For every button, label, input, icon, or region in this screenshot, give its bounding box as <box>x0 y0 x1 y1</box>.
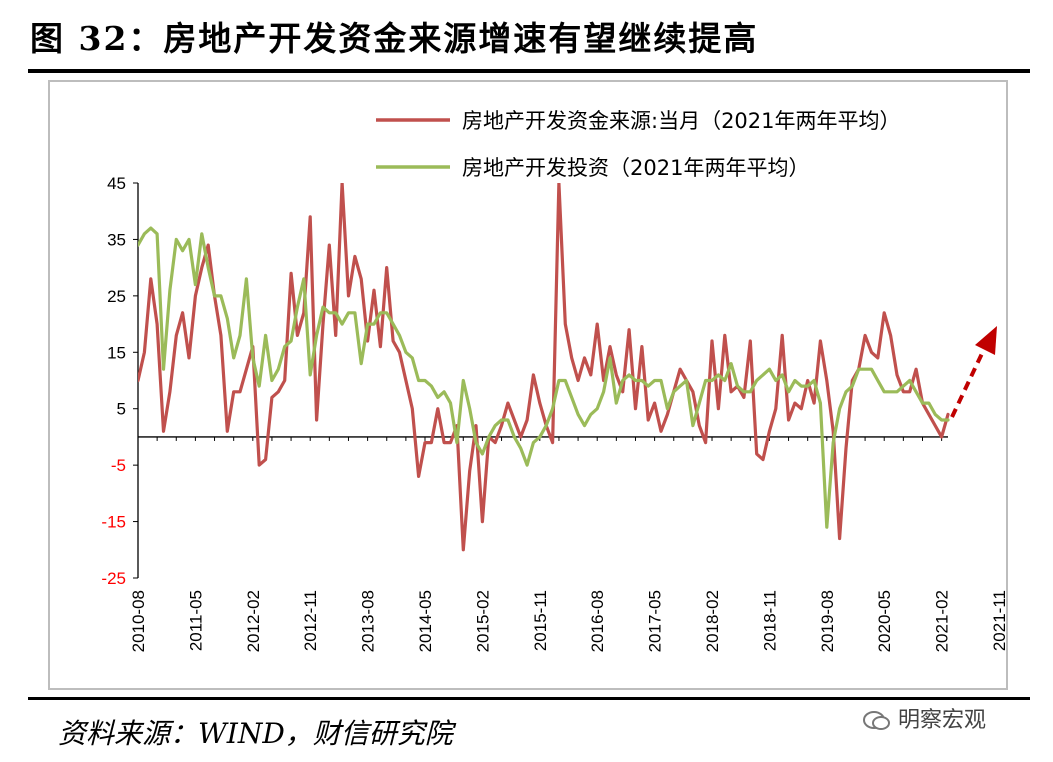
x-tick-label: 2013-08 <box>359 590 378 652</box>
watermark-text: 明察宏观 <box>898 708 987 733</box>
series-line-1 <box>138 183 950 552</box>
x-tick-label: 2014-05 <box>416 590 435 652</box>
source-note: 资料来源：WIND，财信研究院 <box>58 717 453 750</box>
x-tick-label: 2018-11 <box>760 590 779 651</box>
x-tick-label: 2012-11 <box>301 590 320 651</box>
y-tick-label: 5 <box>117 400 126 419</box>
legend: 房地产开发资金来源:当月（2021年两年平均） 房地产开发投资（2021年两年平均… <box>376 109 901 180</box>
y-tick-label: 15 <box>107 343 126 362</box>
y-tick-label: -15 <box>101 513 126 532</box>
series-lines <box>138 183 950 552</box>
x-tick-label: 2021-02 <box>933 590 952 652</box>
series-line-2 <box>138 226 950 529</box>
y-tick-label: -25 <box>101 569 126 588</box>
x-tick-label: 2021-11 <box>990 590 1009 651</box>
y-tick-label: -5 <box>111 456 126 475</box>
wechat-icon <box>863 711 890 730</box>
x-tick-label: 2017-05 <box>646 590 665 652</box>
legend-label-2: 房地产开发投资（2021年两年平均） <box>462 156 809 180</box>
x-tick-label: 2015-02 <box>473 590 492 652</box>
x-tick-label: 2015-11 <box>531 590 550 651</box>
y-tick-label: 45 <box>107 174 126 193</box>
chart-frame <box>48 80 1008 690</box>
x-tick-label: 2012-02 <box>244 590 263 652</box>
bottom-rule <box>28 697 1030 700</box>
x-tick-label: 2020-05 <box>875 590 894 652</box>
x-tick-label: 2010-08 <box>129 590 148 652</box>
top-rule <box>28 69 1030 73</box>
x-tick-label: 2011-05 <box>186 590 205 651</box>
trend-arrow-icon <box>950 326 997 418</box>
x-tick-label: 2018-02 <box>703 590 722 652</box>
y-tick-label: 35 <box>107 230 126 249</box>
x-tick-label: 2019-08 <box>818 590 837 652</box>
watermark: 明察宏观 <box>862 702 986 734</box>
figure-title: 图 32：房地产开发资金来源增速有望继续提高 <box>30 19 759 58</box>
y-tick-label: 25 <box>107 287 126 306</box>
x-tick-label: 2016-08 <box>588 590 607 652</box>
legend-label-1: 房地产开发资金来源:当月（2021年两年平均） <box>462 109 901 133</box>
